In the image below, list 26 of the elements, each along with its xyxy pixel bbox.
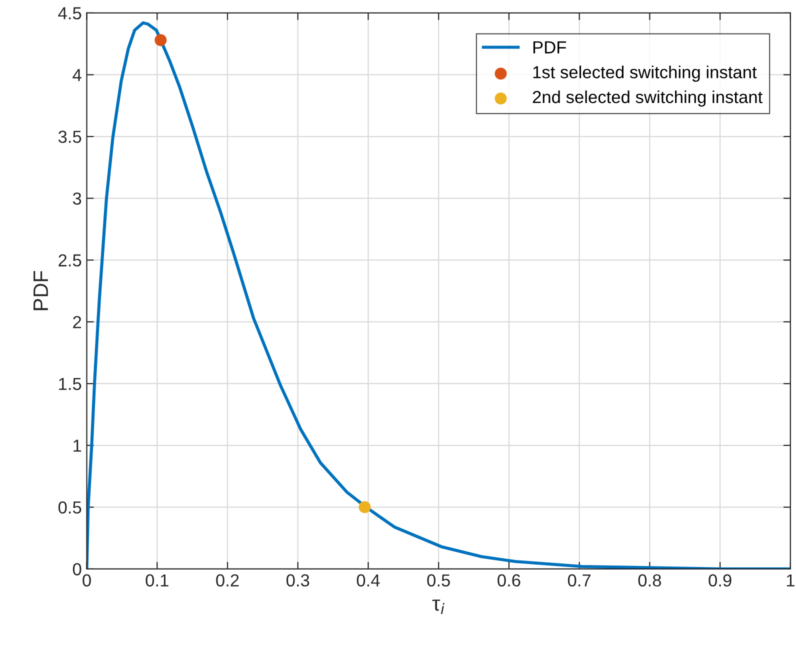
legend-label: 1st selected switching instant xyxy=(533,66,757,82)
legend-label: PDF xyxy=(533,41,566,54)
x-tick-label: 0.8 xyxy=(638,574,662,587)
y-tick-label: 4.5 xyxy=(58,7,82,20)
x-tick-label: 0.1 xyxy=(146,574,168,587)
x-tick-label: 0.5 xyxy=(427,574,450,587)
x-tick-label: 0.4 xyxy=(356,574,380,587)
x-tick-label: 0.3 xyxy=(286,574,310,587)
y-tick-label: 2 xyxy=(73,316,82,328)
y-axis-title: PDF xyxy=(34,270,48,310)
y-tick-label: 2.5 xyxy=(58,254,82,267)
x-tick-label: 0.7 xyxy=(568,574,591,587)
legend-label: 2nd selected switching instant xyxy=(532,90,763,107)
x-tick-label: 0.6 xyxy=(498,574,520,587)
y-tick-label: 0 xyxy=(72,563,82,576)
y-tick-label: 1.5 xyxy=(59,378,82,390)
x-tick-label: 1 xyxy=(786,574,794,586)
x-tick-label: 0.9 xyxy=(708,574,732,587)
y-tick-label: 4 xyxy=(72,69,82,82)
y-tick-label: 1 xyxy=(74,440,82,452)
y-tick-label: 0.5 xyxy=(58,501,82,514)
x-tick-label: 0 xyxy=(82,574,91,587)
x-axis-title: τ$_{i}$ xyxy=(432,600,444,614)
y-tick-label: 3 xyxy=(72,192,82,205)
x-tick-label: 0.2 xyxy=(216,574,239,587)
y-tick-label: 3.5 xyxy=(58,130,82,143)
